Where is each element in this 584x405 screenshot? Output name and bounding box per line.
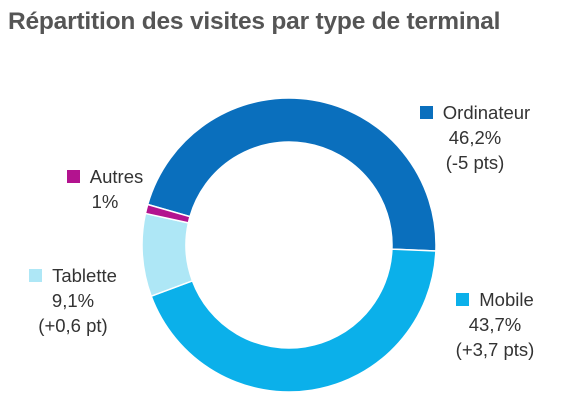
slice-change-mobile: (+3,7 pts) [455, 339, 535, 360]
slice-change-ordinateur: (-5 pts) [445, 152, 505, 173]
slice-name-mobile: Mobile [479, 289, 534, 310]
legend-swatch-tablette [29, 269, 43, 282]
slice-name-ordinateur: Ordinateur [442, 102, 531, 123]
legend-swatch-autres [66, 170, 80, 183]
slice-name-tablette: Tablette [52, 265, 117, 286]
legend-swatch-ordinateur [419, 106, 433, 119]
slice-name-autres: Autres [89, 166, 144, 187]
legend-swatch-mobile [456, 293, 470, 306]
slice-change-tablette: (+0,6 pt) [38, 315, 108, 336]
slice-autres [144, 203, 191, 224]
label-tablette: Tablette 9,1% (+0,6 pt) [8, 263, 138, 338]
slice-value-autres: 1% [91, 191, 119, 212]
slice-value-ordinateur: 46,2% [448, 127, 502, 148]
slice-ordinateur [146, 97, 437, 252]
slice-value-tablette: 9,1% [51, 290, 95, 311]
label-ordinateur: Ordinateur 46,2% (-5 pts) [390, 100, 560, 175]
chart-title: Répartition des visites par type de term… [8, 8, 501, 35]
slice-value-mobile: 43,7% [468, 314, 522, 335]
slice-mobile [150, 248, 437, 393]
label-autres: Autres 1% [50, 164, 160, 214]
label-mobile: Mobile 43,7% (+3,7 pts) [425, 287, 565, 362]
slice-tablette [141, 212, 194, 298]
